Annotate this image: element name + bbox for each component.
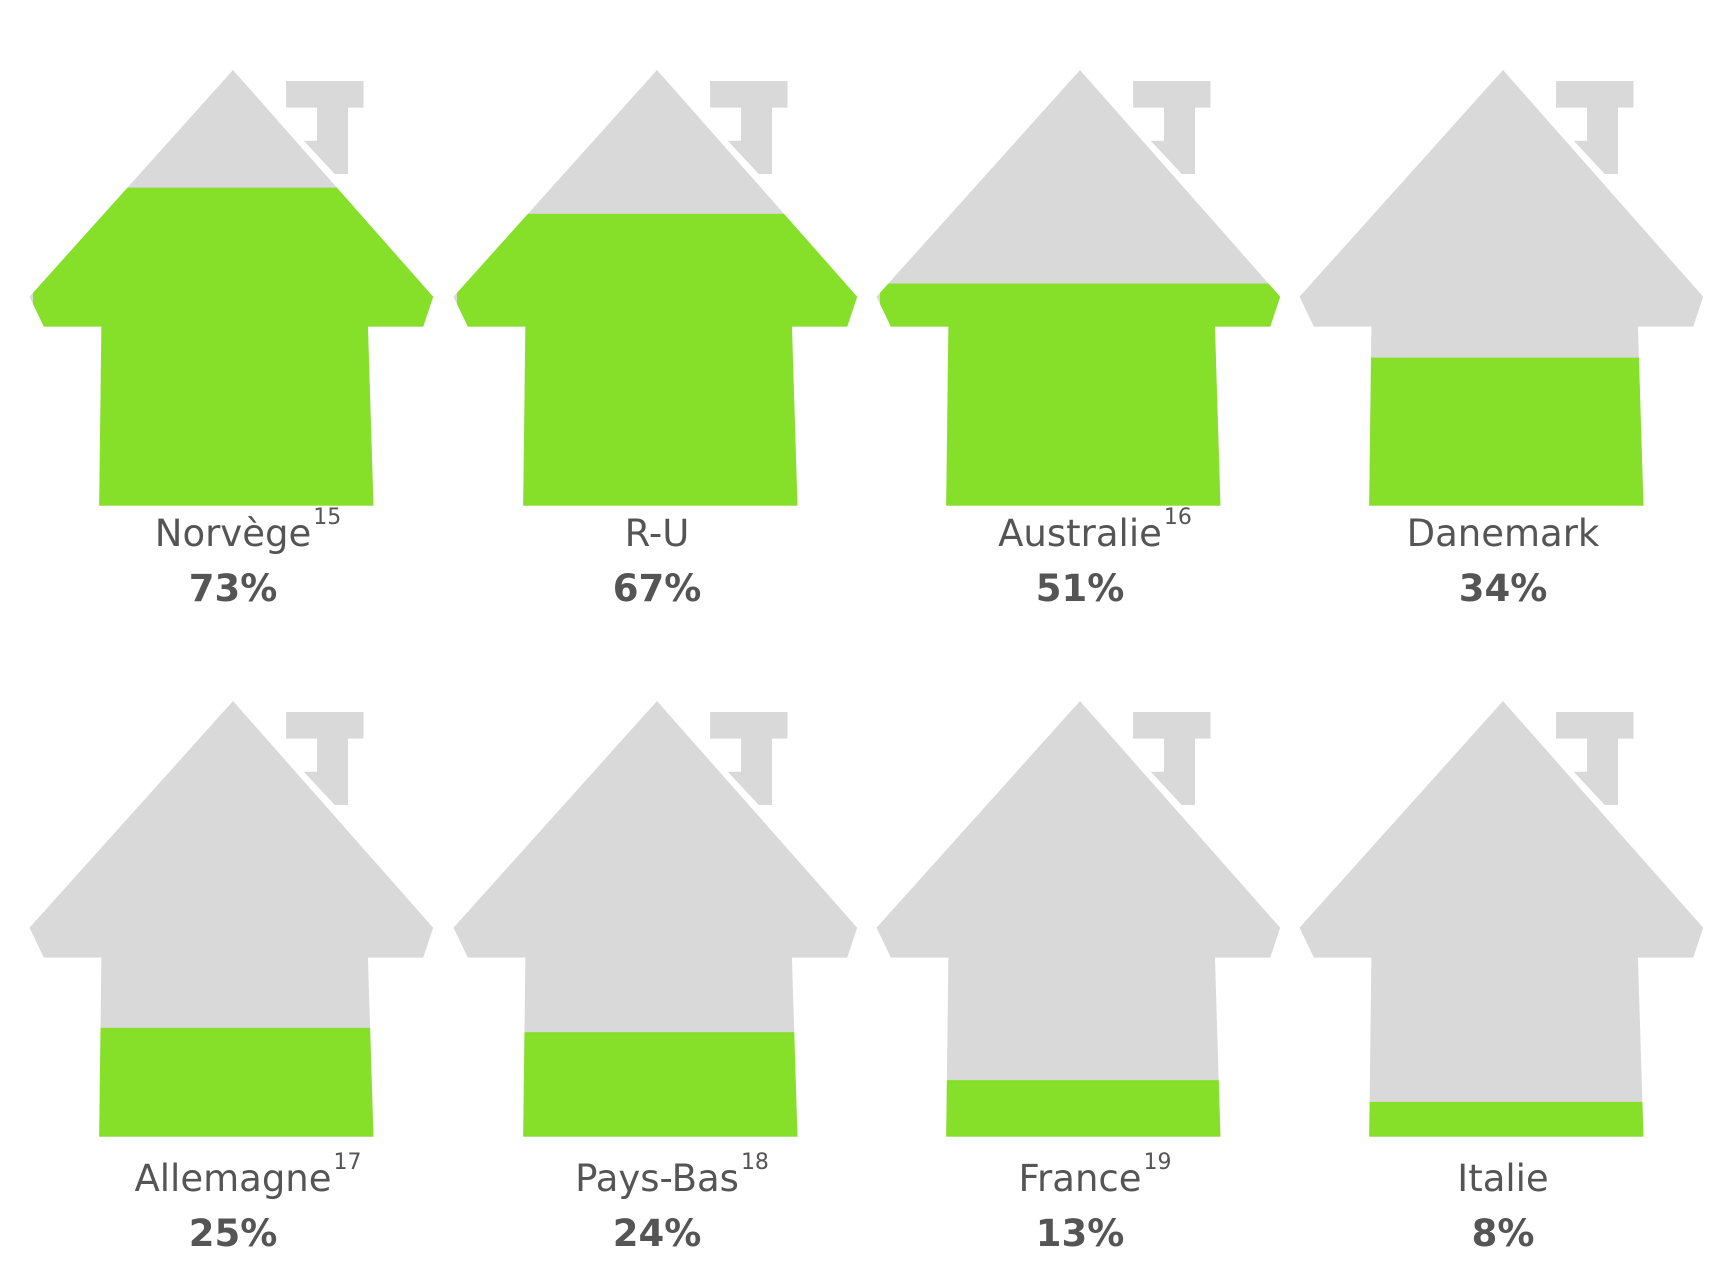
- footnote: 19: [1144, 1150, 1172, 1175]
- country-label: France: [1018, 1157, 1141, 1200]
- chimney: [1133, 712, 1211, 805]
- house: [876, 701, 1281, 1137]
- house-fill: [880, 283, 1280, 506]
- house-fill: [33, 1027, 433, 1137]
- value-label: 25%: [189, 1212, 278, 1255]
- house: [29, 701, 434, 1137]
- house-fill: [1303, 357, 1703, 506]
- house-outline: [453, 701, 858, 1137]
- value-label: 34%: [1459, 567, 1548, 610]
- value-label: 8%: [1472, 1212, 1535, 1255]
- house: [453, 701, 858, 1137]
- house: [876, 70, 1281, 506]
- house-outline: [1299, 701, 1704, 1137]
- value-label: 13%: [1036, 1212, 1125, 1255]
- house-fill: [1303, 1101, 1703, 1137]
- chimney: [286, 712, 364, 805]
- chimney: [1133, 81, 1211, 174]
- country-label: Italie: [1457, 1157, 1548, 1200]
- house-outline: [876, 701, 1281, 1137]
- house: [1299, 701, 1704, 1137]
- house-fill: [880, 1080, 1280, 1137]
- value-label: 67%: [613, 567, 702, 610]
- value-label: 51%: [1036, 567, 1125, 610]
- footnote: 16: [1164, 505, 1192, 530]
- value-label: 24%: [613, 1212, 702, 1255]
- house: [453, 70, 858, 506]
- chimney: [1556, 81, 1634, 174]
- value-label: 73%: [189, 567, 278, 610]
- house-fill: [33, 187, 433, 506]
- house-fill: [457, 213, 857, 506]
- house-fill: [457, 1032, 857, 1137]
- country-label: Allemagne: [134, 1157, 331, 1200]
- country-label: Australie: [998, 512, 1162, 555]
- footnote: 15: [313, 505, 341, 530]
- chimney: [1556, 712, 1634, 805]
- country-label: Pays-Bas: [575, 1157, 739, 1200]
- country-label: Norvège: [155, 512, 311, 555]
- country-label: Danemark: [1407, 512, 1600, 555]
- house: [29, 70, 434, 506]
- chimney: [710, 81, 788, 174]
- house: [1299, 70, 1704, 506]
- chimney: [710, 712, 788, 805]
- chimney: [286, 81, 364, 174]
- footnote: 18: [741, 1150, 769, 1175]
- footnote: 17: [334, 1150, 362, 1175]
- country-label: R-U: [625, 512, 690, 555]
